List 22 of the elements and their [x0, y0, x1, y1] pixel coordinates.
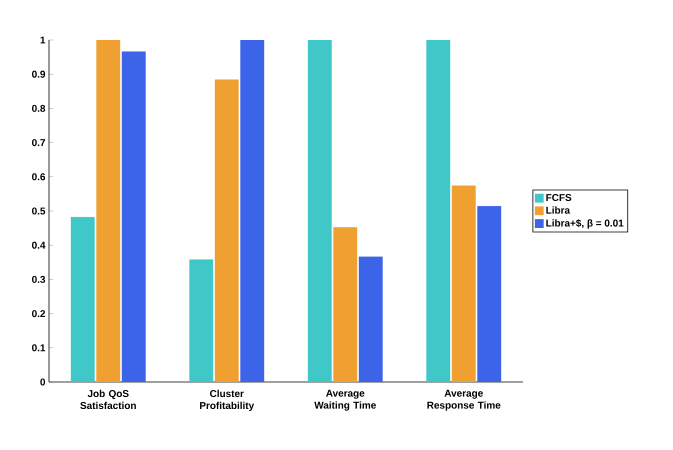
bar: [452, 185, 476, 382]
y-tick-label: 0: [40, 378, 46, 386]
bar: [333, 227, 358, 382]
y-tick-label: 0.6: [32, 173, 46, 180]
legend-label: FCFS: [546, 194, 572, 202]
y-tick-label: 0.4: [32, 242, 46, 249]
y-tick-label: 0.5: [32, 207, 46, 215]
y-tick-label: 0.9: [32, 70, 46, 78]
y-tick-label: 0.1: [32, 344, 46, 352]
y-tick-label: 0.3: [32, 276, 46, 283]
y-tick-label: 0.8: [32, 104, 46, 112]
legend-label: Libra: [546, 206, 570, 214]
x-tick-label: Cluster Profitability: [200, 390, 254, 412]
x-tick-label: Average Waiting Time: [314, 390, 376, 411]
bar: [214, 79, 239, 382]
x-tick-label: Average Response Time: [427, 390, 500, 411]
y-tick-label: 1: [40, 36, 46, 44]
bar: [96, 40, 120, 382]
legend-label: Libra+$, β = 0.01: [546, 219, 624, 229]
y-tick-label: 0.2: [32, 310, 46, 318]
y-tick-label: 0.7: [32, 139, 46, 146]
x-tick-label: Job QoS Satisfaction: [80, 390, 136, 410]
